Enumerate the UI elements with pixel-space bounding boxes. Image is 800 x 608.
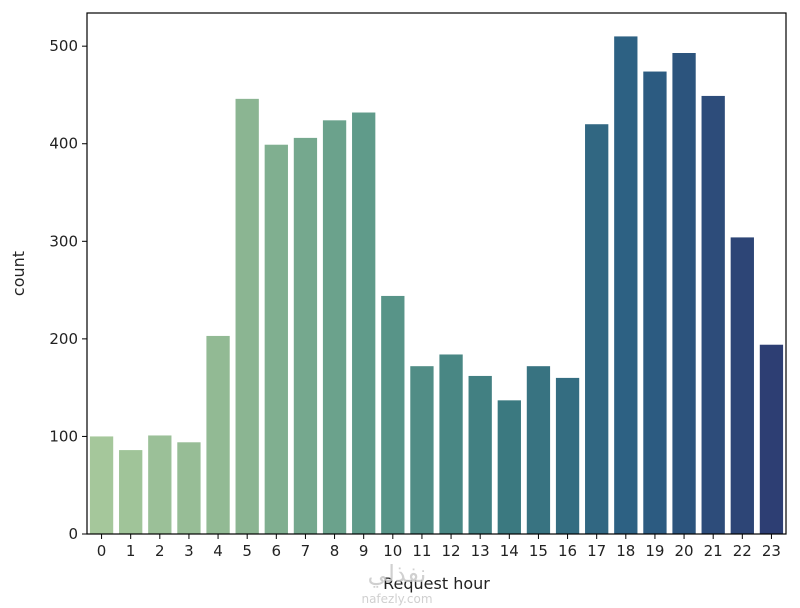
x-tick-label: 0	[97, 542, 107, 560]
x-tick-label: 12	[442, 542, 461, 560]
x-tick-label: 1	[126, 542, 136, 560]
x-tick-label: 16	[558, 542, 577, 560]
x-tick-label: 18	[616, 542, 635, 560]
x-tick-label: 7	[301, 542, 311, 560]
x-tick-label: 19	[645, 542, 664, 560]
x-tick-label: 3	[184, 542, 194, 560]
bar-hour-5	[235, 98, 259, 535]
bar-hour-1	[119, 450, 143, 534]
bar-hour-22	[730, 237, 754, 534]
bar-hour-9	[352, 112, 376, 535]
x-tick-label: 22	[733, 542, 752, 560]
y-tick-label: 300	[49, 232, 78, 250]
bar-hour-20	[672, 53, 696, 535]
x-tick-label: 17	[587, 542, 606, 560]
bar-hour-10	[381, 295, 405, 534]
x-tick-label: 4	[213, 542, 223, 560]
x-tick-label: 9	[359, 542, 369, 560]
x-tick-label: 11	[412, 542, 431, 560]
x-tick-label: 8	[330, 542, 340, 560]
x-tick-label: 5	[242, 542, 252, 560]
y-tick-label: 500	[49, 37, 78, 55]
bar-hour-7	[293, 137, 318, 534]
y-axis-label: count	[9, 251, 28, 296]
bar-hour-21	[701, 95, 725, 534]
bar-hour-18	[614, 36, 638, 534]
y-tick-label: 400	[49, 135, 78, 153]
x-axis: 0 1 2 3 4 5 6 7 8 9 10 11 12 13 14 15 16 17 18 19 20 21 22 23	[97, 534, 781, 560]
bar-hour-8	[322, 120, 347, 535]
bar-hour-16	[555, 377, 580, 534]
x-tick-label: 20	[675, 542, 694, 560]
x-tick-label: 6	[272, 542, 282, 560]
x-tick-label: 23	[762, 542, 781, 560]
x-tick-label: 10	[383, 542, 402, 560]
y-tick-label: 200	[49, 330, 78, 348]
bar-hour-4	[206, 335, 230, 534]
x-tick-label: 21	[704, 542, 723, 560]
y-axis: 0 100 200 300 400 500	[49, 37, 87, 543]
bars-group	[89, 36, 784, 535]
plot-frame	[86, 12, 787, 535]
x-axis-label: Request hour	[383, 574, 490, 593]
bar-hour-11	[410, 366, 434, 534]
bar-hour-23	[759, 344, 784, 534]
bar-hour-14	[497, 400, 521, 534]
bar-hour-15	[526, 366, 551, 534]
bar-hour-12	[439, 354, 463, 534]
watermark-url: nafezly.com	[361, 592, 432, 606]
bar-hour-2	[148, 435, 172, 534]
x-tick-label: 15	[529, 542, 548, 560]
bar-hour-6	[264, 144, 288, 534]
watermark: نفذلي nafezly.com	[361, 560, 432, 606]
bar-hour-3	[177, 442, 201, 534]
x-tick-label: 14	[500, 542, 519, 560]
bar-hour-17	[585, 124, 609, 534]
x-tick-label: 2	[155, 542, 165, 560]
bar-hour-0	[89, 436, 114, 534]
bar-hour-19	[643, 71, 667, 534]
bar-hour-13	[468, 375, 492, 534]
y-tick-label: 100	[49, 427, 78, 445]
watermark-arabic: نفذلي	[368, 560, 427, 588]
x-tick-label: 13	[471, 542, 490, 560]
y-tick-label: 0	[68, 525, 78, 543]
